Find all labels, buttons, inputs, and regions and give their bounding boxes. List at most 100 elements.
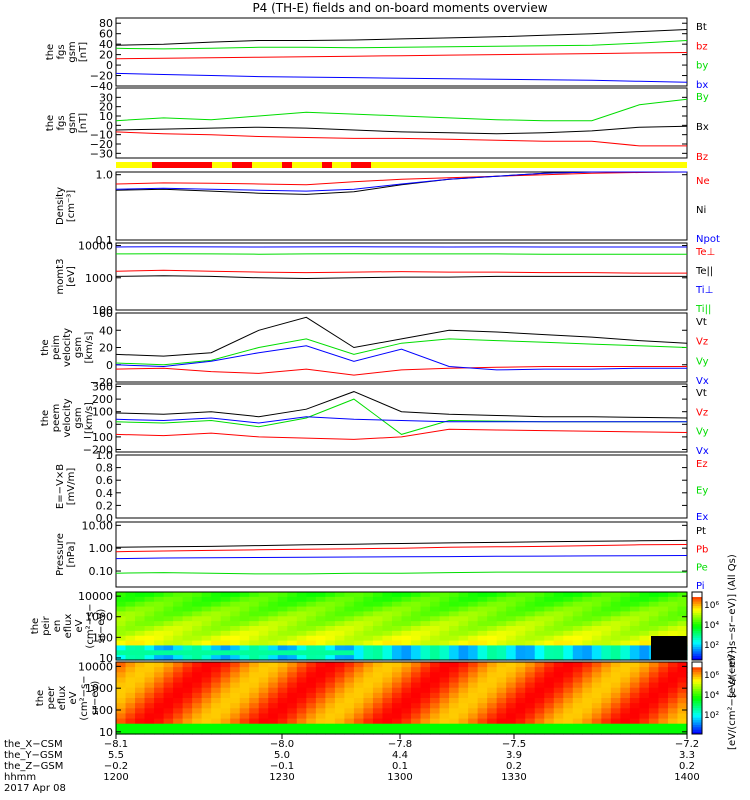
heat-cell (506, 592, 517, 598)
heat-cell (201, 713, 212, 720)
heat-cell (420, 621, 431, 627)
heat-cell (230, 650, 241, 656)
heat-cell (572, 655, 583, 661)
heat-cell (116, 626, 127, 632)
heat-cell (515, 723, 526, 730)
heat-cell (258, 692, 269, 699)
heat-cell (639, 703, 650, 709)
heat-cell (277, 601, 288, 608)
heat-cell (249, 708, 260, 715)
heat-cell (449, 616, 460, 622)
heat-cell (116, 606, 127, 613)
heat-cell (163, 677, 174, 684)
heat-cell (239, 708, 250, 715)
heat-cell (477, 687, 488, 694)
heat-cell (677, 698, 688, 704)
y-tick-label: 30 (99, 91, 113, 104)
heat-cell (601, 596, 612, 603)
legend-Pt: Pt (696, 526, 706, 537)
heat-cell (487, 655, 498, 661)
heat-cell (334, 596, 345, 603)
heat-cell (268, 718, 279, 725)
heat-cell (144, 616, 155, 622)
heat-cell (601, 677, 612, 684)
heat-cell (315, 677, 326, 684)
legend-Vx: Vx (696, 376, 709, 387)
heat-cell (173, 662, 184, 668)
heat-cell (258, 718, 269, 725)
heat-cell (496, 626, 507, 632)
heat-cell (192, 662, 203, 668)
heat-cell (391, 723, 403, 730)
heat-cell (230, 645, 241, 651)
heat-cell (182, 687, 193, 694)
heat-cell (239, 713, 250, 720)
heat-cell (287, 650, 298, 656)
heat-cell (449, 601, 460, 608)
heat-cell (620, 677, 631, 684)
heat-cell (639, 708, 650, 715)
heat-cell (449, 592, 460, 598)
heat-cell (211, 635, 222, 642)
heat-cell (201, 708, 212, 715)
heat-cell (325, 626, 336, 632)
heat-cell (658, 621, 669, 627)
heat-cell (468, 672, 479, 679)
heat-cell (572, 645, 583, 651)
colorbar-cell (692, 630, 702, 634)
heat-cell (135, 672, 146, 679)
y-axis-label: [nT] (78, 42, 89, 62)
heat-cell (201, 677, 212, 684)
heat-cell (553, 606, 564, 613)
colorbar-tick: 10⁶ (704, 671, 719, 681)
heat-cell (496, 692, 507, 699)
heat-cell (182, 677, 193, 684)
heat-cell (182, 601, 193, 608)
heat-cell (648, 626, 660, 632)
heat-cell (601, 718, 612, 725)
heat-cell (534, 667, 545, 673)
heat-cell (230, 682, 241, 689)
heat-cell (620, 626, 631, 632)
heat-cell (401, 616, 412, 622)
heat-cell (391, 611, 403, 617)
heat-cell (182, 645, 193, 651)
heat-cell (420, 655, 431, 661)
colorbar-cell (692, 698, 702, 701)
heat-cell (334, 626, 345, 632)
heat-cell (449, 635, 460, 642)
heat-cell (135, 655, 146, 661)
heat-cell (591, 708, 602, 715)
legend-Ez: Ez (696, 459, 708, 470)
heat-cell (268, 708, 279, 715)
heat-cell (163, 592, 174, 598)
heat-cell (639, 692, 650, 699)
heat-cell (468, 687, 479, 694)
heat-cell (211, 687, 222, 694)
heat-cell (277, 723, 288, 730)
heat-cell (582, 616, 593, 622)
heat-cell (315, 698, 326, 704)
heat-cell (639, 645, 650, 651)
heat-cell (468, 592, 479, 598)
heat-cell (620, 708, 631, 715)
heat-cell (154, 703, 165, 709)
heat-cell (563, 621, 574, 627)
heat-cell (182, 635, 193, 642)
colorbar-cell (692, 657, 702, 661)
heat-cell (334, 662, 345, 668)
heat-cell (667, 601, 679, 608)
heat-cell (325, 692, 336, 699)
heat-cell (391, 606, 403, 613)
heat-cell (287, 713, 298, 720)
colorbar-cell (692, 614, 702, 618)
heat-cell (439, 650, 450, 656)
y-axis-label: [km/s] (84, 402, 95, 434)
colorbar-cell (692, 626, 702, 629)
heat-cell (353, 645, 365, 651)
heat-cell (125, 713, 136, 720)
heat-cell (544, 708, 555, 715)
heat-cell (563, 655, 574, 661)
status-bar-fill (116, 162, 687, 168)
